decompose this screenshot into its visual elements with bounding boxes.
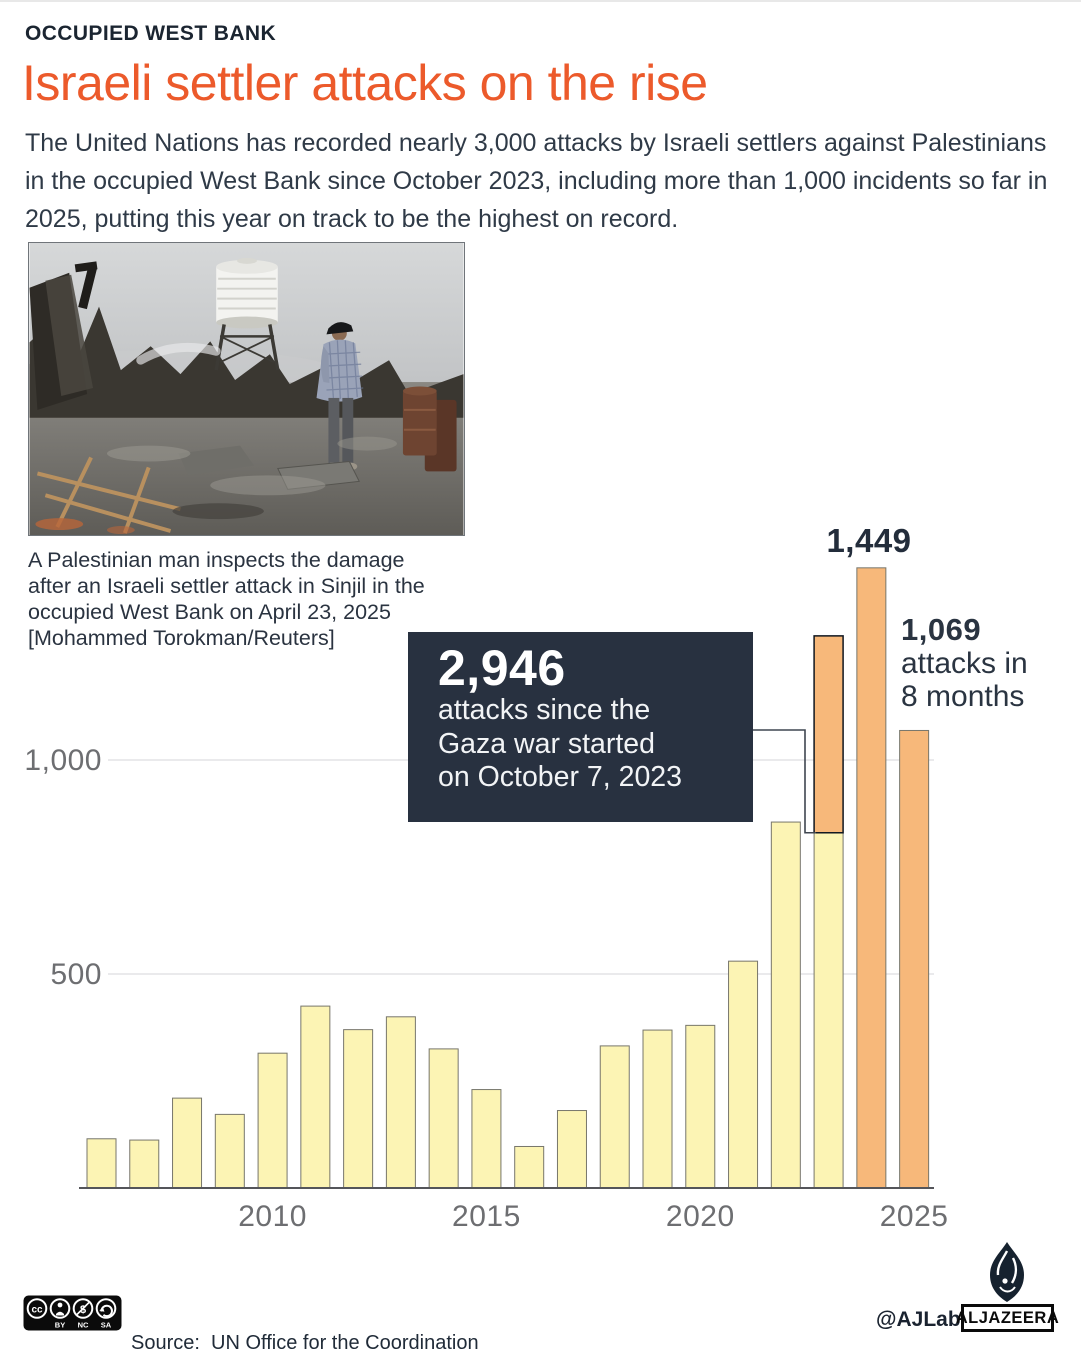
bar-2007 [129,1139,160,1189]
bar-2021 [728,960,759,1189]
svg-text:NC: NC [78,1321,89,1330]
bar-2010 [257,1052,288,1189]
bar-2016 [514,1145,545,1189]
callout-line-2: Gaza war started [438,727,656,760]
x-axis-tick-2025: 2025 [880,1200,949,1233]
photo-illustration [29,243,464,535]
svg-text:SA: SA [101,1321,112,1330]
y-axis-tick-1000: 1,000 [24,744,102,777]
x-axis-tick-2010: 2010 [238,1200,307,1233]
aljazeera-logo-icon [985,1241,1029,1308]
current-2025-annotation: 1,069 attacks in 8 months [901,612,1028,714]
bar-2022 [770,821,801,1189]
bar-2025 [899,729,930,1189]
source-attribution: Source: UN Office for the Coordination o… [131,1290,625,1351]
bar-2018 [599,1045,630,1189]
current-2025-value: 1,069 [901,612,982,647]
cc-license-badge: cc $ BY NC SA [23,1295,122,1336]
bar-2013 [385,1016,416,1189]
bar-2023-before-oct7 [813,832,844,1189]
callout-value: 2,946 [438,640,566,696]
bar-2020 [685,1024,716,1189]
intro-paragraph: The United Nations has recorded nearly 3… [25,129,1048,233]
x-axis-tick-2020: 2020 [666,1200,735,1233]
photo-chimney-pipe [78,266,97,310]
photo-caption: A Palestinian man inspects the damage af… [28,548,425,650]
x-axis-tick-2015: 2015 [452,1200,521,1233]
svg-text:BY: BY [55,1321,65,1330]
bar-2015 [471,1089,502,1189]
svg-text:$: $ [80,1304,86,1316]
bar-2008 [172,1097,203,1189]
nc-icon [72,1298,94,1319]
bar-2011 [300,1005,331,1189]
callout-line-3: on October 7, 2023 [438,761,683,793]
ajlabs-credit: @AJLabs [876,1308,973,1331]
callout-line-1: attacks since the [438,694,651,726]
callout-connector-line [753,729,816,834]
bar-2012 [343,1029,374,1189]
sa-icon [95,1298,117,1319]
svg-text:cc: cc [31,1305,43,1316]
bar-2019 [642,1029,673,1189]
current-2025-line-1: attacks in [901,647,1028,680]
bar-2009 [214,1113,245,1189]
callout-box: 2,946 attacks since the Gaza war started… [408,632,753,822]
photo-rust-spot [35,518,84,531]
page-title: Israeli settler attacks on the rise [22,55,708,111]
current-2025-line-2: 8 months [901,680,1025,713]
article-photo [28,242,465,536]
by-icon [49,1298,71,1319]
source-line-1: Source: UN Office for the Coordination [131,1332,479,1351]
aljazeera-wordmark: ALJAZEERA [956,1304,1059,1332]
y-axis-tick-500: 500 [50,958,102,991]
photo-barrels [402,386,457,472]
peak-2024-label: 1,449 [826,522,912,559]
photo-wood-frames [36,456,181,534]
bar-2014 [428,1048,459,1189]
kicker: OCCUPIED WEST BANK [25,22,277,45]
photo-smoke [136,342,221,365]
top-edge-divider [0,0,1081,2]
bar-2017 [556,1110,587,1189]
bar-2023-since-oct7 [813,635,844,834]
cc-icon [26,1298,48,1319]
bar-2006 [86,1138,117,1189]
bar-2024 [856,567,887,1189]
photo-water-tank [214,257,280,371]
